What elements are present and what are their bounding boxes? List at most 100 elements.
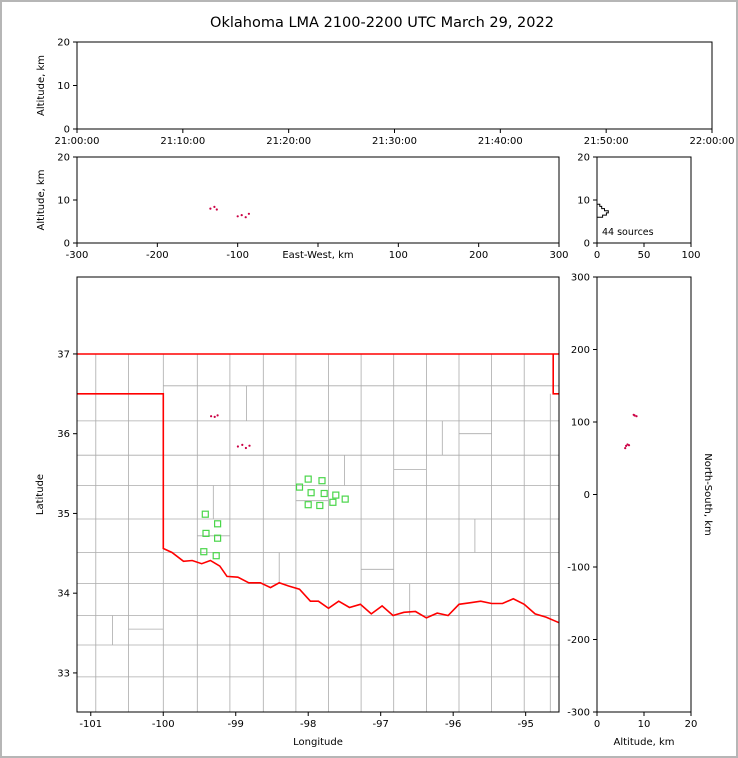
source-point [625,444,628,447]
station-marker [307,489,315,497]
x-axis-label: East-West, km [282,250,353,261]
station-marker [304,475,312,483]
x-tick-label: -101 [79,719,102,730]
station-marker [332,491,340,499]
station-marker [320,489,328,498]
source-point [241,443,244,446]
x-tick-label: 21:00:00 [55,136,100,147]
y-tick-label: -100 [567,563,590,574]
station-marker [329,498,337,506]
x-tick-label: -100 [152,719,175,730]
x-tick-label: 0 [594,719,600,730]
ns-altitude-frame [596,276,692,713]
station-marker [202,529,210,538]
station-marker [200,548,208,556]
y-axis-label: Latitude [35,474,46,515]
x-tick-label: -200 [146,250,169,261]
y-tick-label: 20 [57,38,70,49]
source-count-label: 44 sources [602,227,654,238]
x-tick-label: 10 [638,719,651,730]
source-point [215,208,218,211]
source-point [248,444,251,447]
source-point [627,444,631,447]
x-tick-label: -97 [373,719,389,730]
station-marker [341,495,349,503]
y-tick-label: 0 [64,125,70,136]
y-tick-label: 0 [64,239,70,250]
y-tick-label: 33 [57,668,70,679]
y-tick-label: 0 [584,239,590,250]
source-point [624,447,627,450]
station-marker [295,483,304,491]
x-axis-label: Altitude, km [614,737,675,748]
y-tick-label: -300 [567,708,590,719]
x-tick-label: -99 [228,719,244,730]
y-tick-label: 34 [57,589,70,600]
source-point [240,214,243,217]
y-axis-label: North-South, km [702,453,713,536]
station-marker [318,477,326,485]
y-tick-label: 0 [584,490,590,501]
x-tick-label: 300 [549,250,568,261]
station-marker [304,501,312,509]
x-tick-label: 22:00:00 [690,136,735,147]
y-tick-label: 35 [57,509,70,520]
y-tick-label: 100 [571,418,590,429]
x-tick-label: 21:20:00 [266,136,311,147]
source-point [213,415,216,418]
source-point [632,413,635,416]
x-tick-label: -95 [517,719,533,730]
ew-altitude-frame [76,156,560,244]
x-tick-label: -96 [445,719,461,730]
y-tick-label: 37 [57,349,70,360]
station-marker [212,552,220,560]
x-tick-label: 50 [638,250,651,261]
map-frame [76,276,560,713]
x-tick-label: 0 [594,250,600,261]
y-tick-label: 10 [57,196,70,207]
source-point [247,212,250,215]
source-point [210,415,213,418]
state-border [552,354,559,395]
y-tick-label: 36 [57,429,70,440]
x-tick-label: -300 [66,250,89,261]
y-tick-label: 20 [57,153,70,164]
y-tick-label: -200 [567,635,590,646]
x-tick-label: -98 [300,719,316,730]
x-tick-label: -100 [226,250,249,261]
x-tick-label: 21:50:00 [584,136,629,147]
source-point [236,445,239,448]
x-axis-label: Longitude [293,737,343,748]
figure-title: Oklahoma LMA 2100-2200 UTC March 29, 202… [210,15,554,31]
y-axis-label: Altitude, km [36,55,47,116]
station-marker [316,501,324,510]
altitude-histogram [597,203,609,218]
source-point [209,207,212,210]
x-tick-label: 21:30:00 [372,136,417,147]
y-tick-label: 20 [577,153,590,164]
state-border [77,392,560,624]
source-point [244,446,247,450]
source-point [213,205,216,208]
source-point [635,415,638,418]
x-tick-label: 100 [681,250,700,261]
source-point [216,414,219,417]
x-tick-label: 100 [389,250,408,261]
y-tick-label: 200 [571,345,590,356]
y-axis-label: Altitude, km [36,170,47,231]
station-marker [214,534,222,542]
y-tick-label: 10 [577,196,590,207]
station-marker [214,520,222,528]
station-marker [201,510,209,518]
source-point [244,216,247,219]
x-tick-label: 21:40:00 [478,136,523,147]
x-tick-label: 20 [685,719,698,730]
x-tick-label: 200 [469,250,488,261]
y-tick-label: 10 [57,81,70,92]
y-tick-label: 300 [571,273,590,284]
time-altitude-frame [76,41,713,130]
x-tick-label: 21:10:00 [160,136,205,147]
source-point [236,215,239,218]
